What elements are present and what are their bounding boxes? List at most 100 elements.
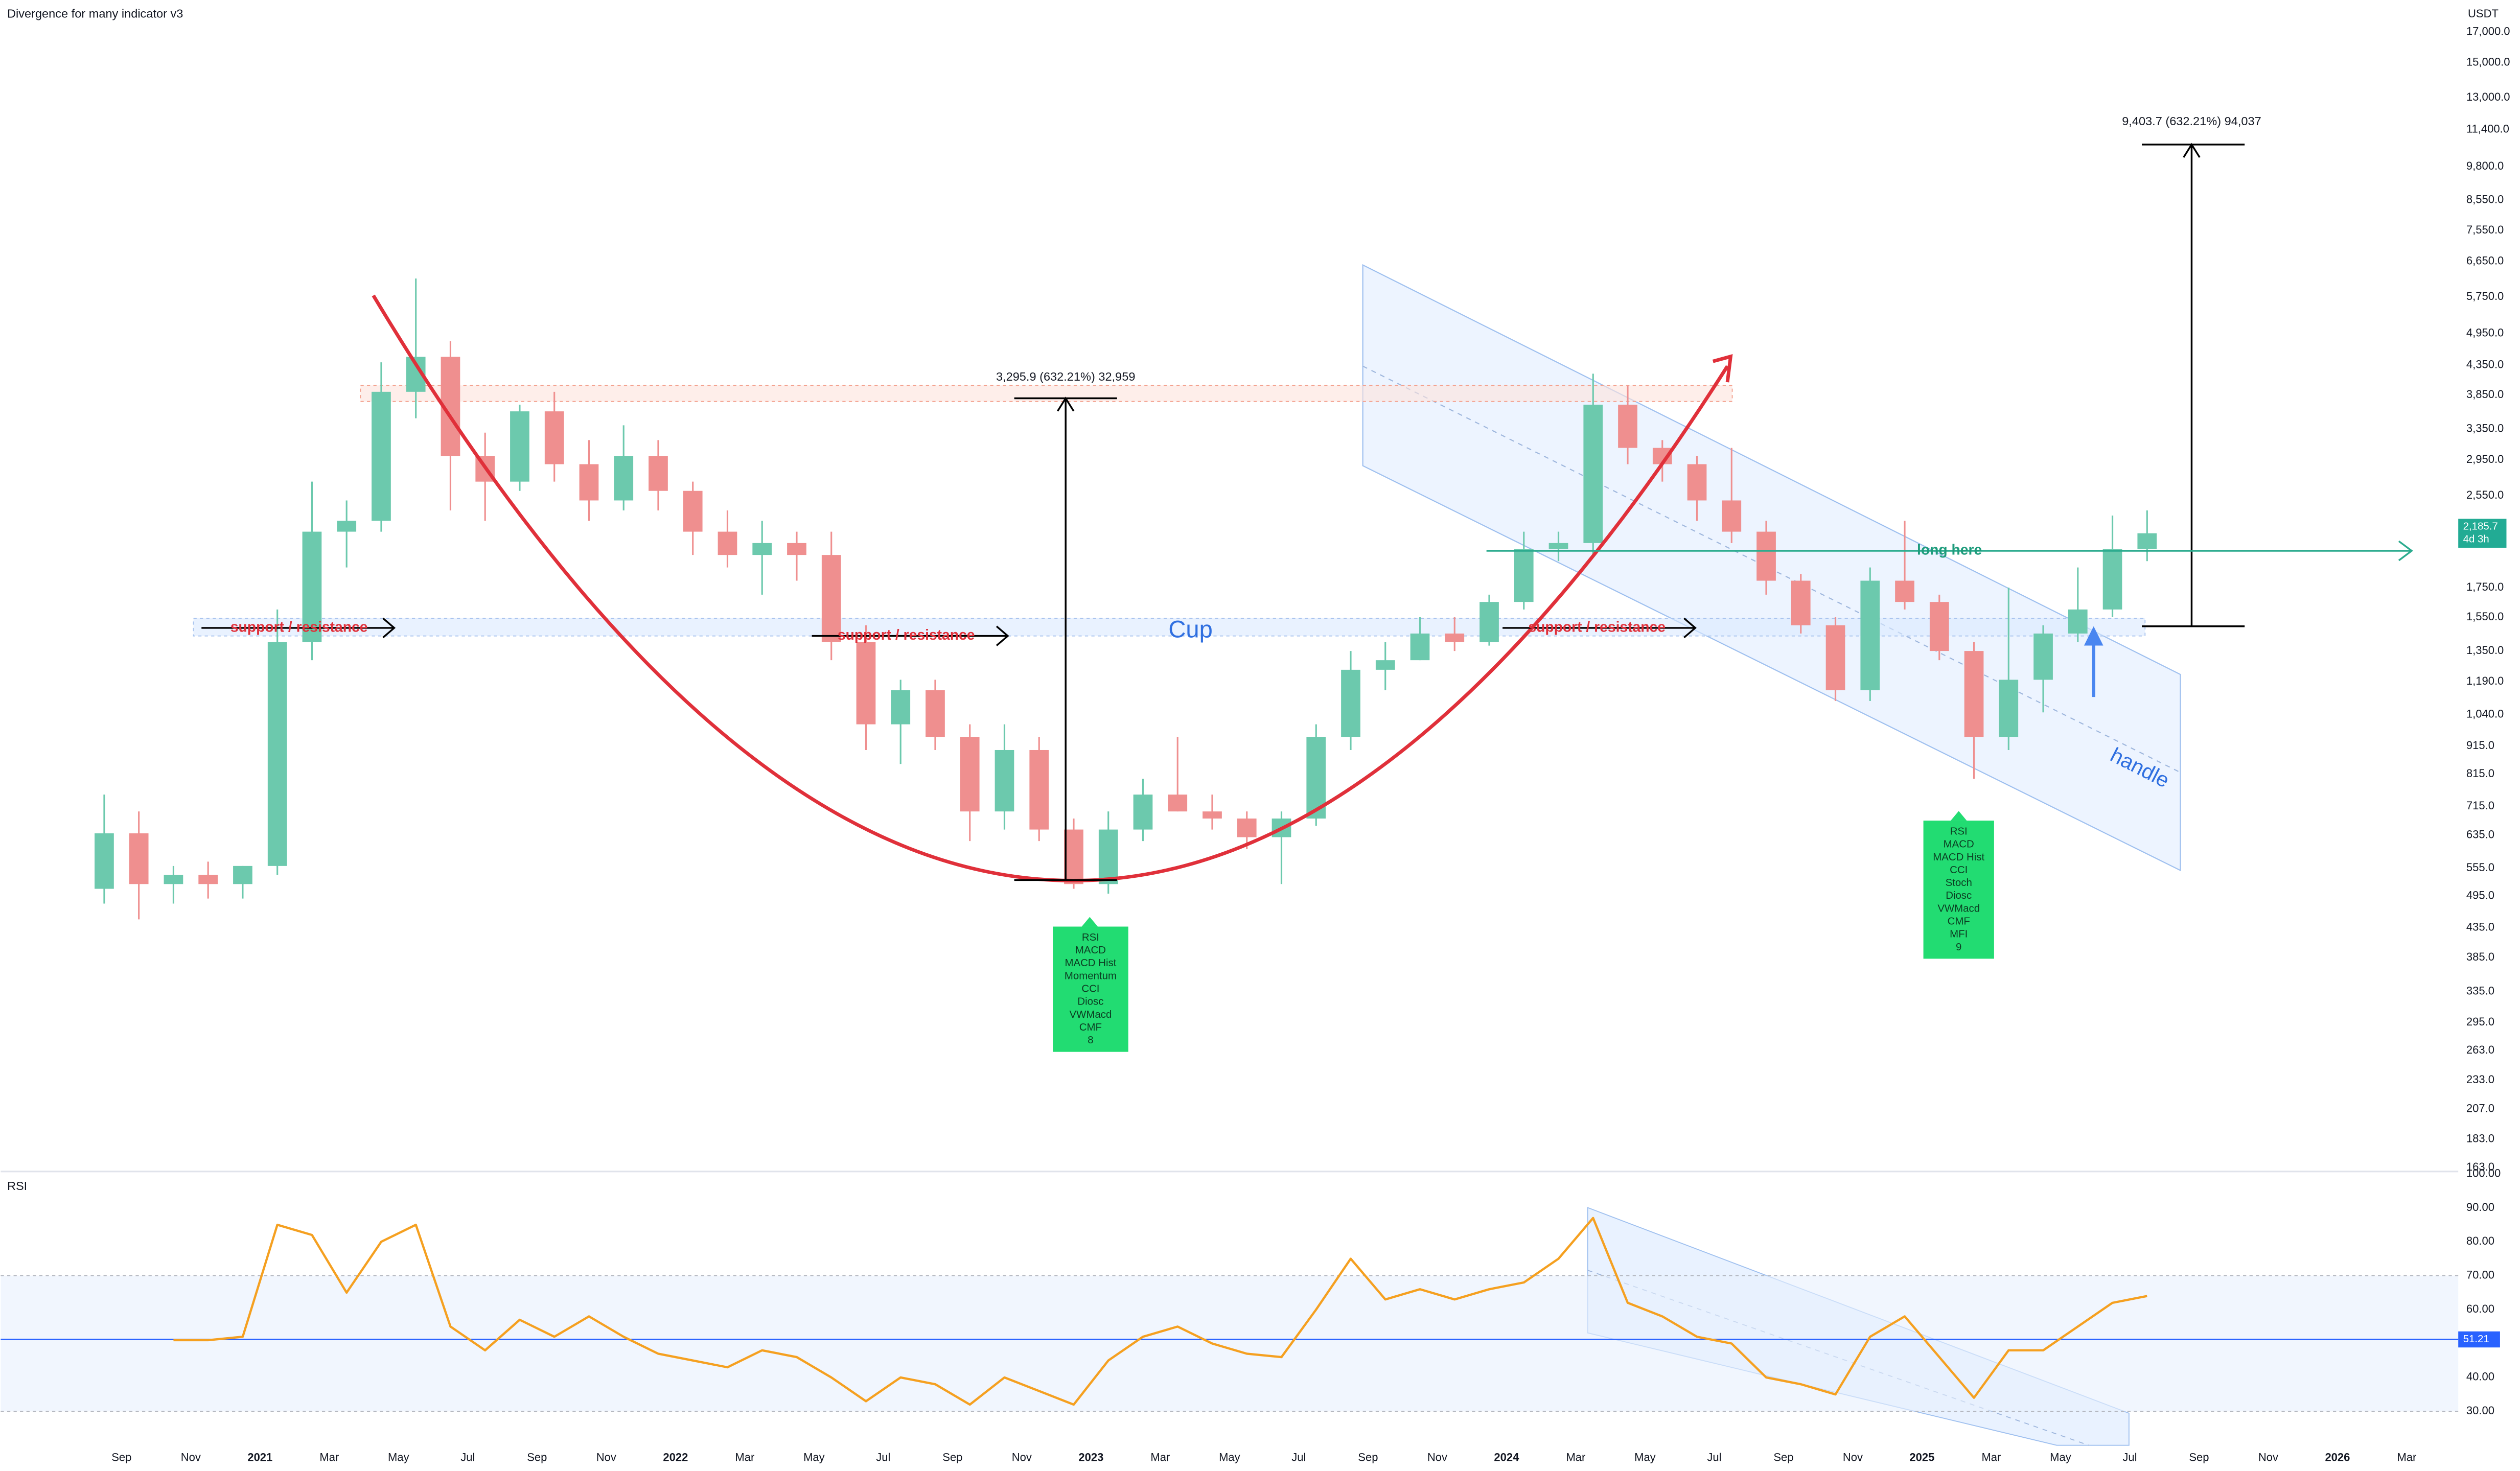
candle-body: [1791, 580, 1811, 625]
candle-body: [2033, 633, 2053, 680]
candle-body: [1445, 633, 1465, 642]
candle-body: [372, 391, 391, 521]
x-tick-label: Jul: [2122, 1451, 2137, 1464]
divergence-item: CCI: [1081, 983, 1099, 994]
support-resistance-label: support / resistance: [230, 618, 368, 635]
candle-body: [1029, 750, 1049, 830]
candle-body: [926, 690, 945, 737]
x-tick-label: 2024: [1494, 1451, 1519, 1464]
x-tick-label: 2022: [663, 1451, 688, 1464]
entry-arrow-head: [2084, 626, 2103, 646]
last-price-label: 2,185.7: [2463, 521, 2498, 532]
sr-arrow: [201, 617, 396, 639]
candle-body: [129, 833, 149, 884]
support-resistance-label: support / resistance: [1528, 618, 1666, 635]
divergence-item: Stoch: [1946, 877, 1972, 889]
y-tick-label: 435.0: [2466, 920, 2494, 933]
y-tick-label: 1,350.0: [2466, 644, 2504, 657]
candle-body: [267, 642, 287, 866]
x-tick-label: Mar: [1981, 1451, 2001, 1464]
candle-body: [1999, 680, 2019, 737]
support-resistance-label: support / resistance: [838, 626, 975, 643]
divergence-item: MACD Hist: [1065, 958, 1116, 969]
candle-body: [752, 543, 772, 555]
candle-body: [510, 411, 529, 482]
y-tick-label: 495.0: [2466, 889, 2494, 902]
candle-body: [1168, 795, 1188, 812]
candle-body: [233, 866, 252, 884]
rsi-tick-label: 30.00: [2466, 1404, 2494, 1417]
divergence-item: 8: [1088, 1035, 1093, 1046]
y-tick-label: 3,850.0: [2466, 388, 2504, 401]
rsi-tick-label: 100.00: [2466, 1166, 2501, 1179]
divergence-item: MFI: [1950, 929, 1968, 940]
x-tick-label: 2025: [1909, 1451, 1934, 1464]
rsi-tick-label: 70.00: [2466, 1269, 2494, 1281]
y-tick-label: 15,000.0: [2466, 56, 2510, 68]
candle-body: [1479, 602, 1499, 642]
divergence-item: MACD: [1075, 945, 1106, 956]
x-tick-label: Sep: [527, 1451, 547, 1464]
x-tick-label: 2023: [1078, 1451, 1103, 1464]
y-tick-label: 1,040.0: [2466, 708, 2504, 720]
rsi-ref-tag: [2458, 1331, 2500, 1348]
axes: 163.0 183.0 207.0 233.0 263.0 295.0 335.0 385.0…: [111, 25, 2510, 1464]
x-tick-label: 2026: [2325, 1451, 2350, 1464]
x-tick-label: Nov: [2258, 1451, 2278, 1464]
x-tick-label: Sep: [1358, 1451, 1378, 1464]
candle-body: [1548, 543, 1568, 549]
candle-body: [1514, 549, 1534, 602]
divergence-item: Diosc: [1946, 890, 1972, 901]
y-tick-label: 555.0: [2466, 861, 2494, 874]
y-tick-label: 4,950.0: [2466, 326, 2504, 339]
x-tick-label: Mar: [1150, 1451, 1170, 1464]
candle-body: [1860, 580, 1880, 690]
indicator-title: Divergence for many indicator v3: [7, 7, 183, 20]
divergence-item: VWMacd: [1070, 1009, 1112, 1020]
x-tick-label: Nov: [596, 1451, 616, 1464]
candle-body: [544, 411, 564, 464]
x-tick-label: Mar: [319, 1451, 339, 1464]
candle-body: [579, 464, 599, 501]
y-tick-label: 17,000.0: [2466, 25, 2510, 38]
y-tick-label: 915.0: [2466, 739, 2494, 752]
divergence-pointer: [1081, 917, 1098, 927]
candle-body: [718, 531, 737, 555]
long-line: [1486, 540, 2413, 562]
candle-body: [1203, 811, 1222, 819]
candle-body: [1133, 795, 1153, 830]
x-tick-label: May: [1634, 1451, 1656, 1464]
x-tick-label: Jul: [1291, 1451, 1306, 1464]
x-tick-label: Jul: [876, 1451, 890, 1464]
candle-body: [1410, 633, 1430, 661]
rsi-tick-label: 90.00: [2466, 1201, 2494, 1213]
y-tick-label: 233.0: [2466, 1073, 2494, 1086]
divergence-item: RSI: [1082, 932, 1099, 943]
divergence-item: Diosc: [1077, 996, 1103, 1008]
candle-body: [95, 833, 114, 889]
x-tick-label: Mar: [1566, 1451, 1585, 1464]
last-price-tag: [2458, 519, 2507, 548]
y-tick-label: 13,000.0: [2466, 90, 2510, 103]
divergence-item: CMF: [1079, 1022, 1102, 1033]
y-tick-label: 183.0: [2466, 1132, 2494, 1145]
x-tick-label: Nov: [1012, 1451, 1032, 1464]
divergence-item: Momentum: [1065, 970, 1117, 982]
sr-arrow: [812, 625, 1009, 646]
rsi-tick-label: 80.00: [2466, 1234, 2494, 1247]
divergence-item: VWMacd: [1937, 903, 1980, 914]
y-tick-label: 7,550.0: [2466, 223, 2504, 236]
y-tick-label: 5,750.0: [2466, 290, 2504, 302]
candle-body: [683, 491, 703, 532]
y-tick-label: 335.0: [2466, 984, 2494, 997]
candle-body: [302, 531, 322, 642]
rsi-band: [1, 1275, 2459, 1412]
x-tick-label: Sep: [2189, 1451, 2209, 1464]
x-tick-label: Nov: [181, 1451, 201, 1464]
candle-body: [1618, 404, 1637, 448]
divergence-item: MACD: [1944, 839, 1974, 850]
rsi-line: [173, 1217, 2147, 1406]
divergence-item: CCI: [1950, 865, 1968, 876]
currency: USDT: [2468, 7, 2499, 20]
